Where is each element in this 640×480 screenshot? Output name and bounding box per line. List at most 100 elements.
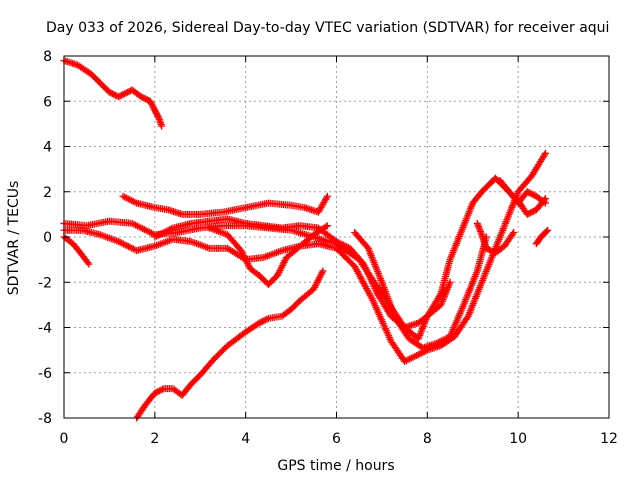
data-series: [60, 57, 166, 130]
data-point: [167, 225, 175, 233]
x-axis-label: GPS time / hours: [277, 458, 394, 474]
data-point: [115, 238, 122, 246]
data-point: [526, 189, 534, 197]
data-point: [260, 317, 268, 325]
data-point: [121, 241, 129, 249]
data-point: [111, 91, 119, 99]
data-point: [275, 268, 283, 276]
data-point: [261, 316, 269, 324]
data-point: [311, 283, 319, 291]
data-point: [116, 92, 124, 100]
data-point: [150, 105, 158, 113]
data-point: [149, 103, 157, 111]
data-point: [108, 90, 116, 98]
data-point: [316, 272, 324, 280]
y-tick-label: 4: [43, 140, 52, 156]
data-point: [510, 228, 518, 236]
y-tick-label: -4: [38, 321, 52, 337]
data-point: [541, 149, 549, 157]
data-point: [323, 194, 331, 202]
data-point: [526, 209, 534, 217]
data-point: [121, 90, 129, 98]
data-point: [154, 388, 162, 396]
data-point: [523, 210, 531, 218]
data-point: [323, 222, 331, 230]
data-point: [237, 247, 245, 255]
data-point: [281, 257, 289, 265]
x-tick-label: 4: [241, 431, 250, 447]
data-point: [529, 191, 537, 199]
data-point: [240, 252, 248, 260]
data-point: [147, 99, 155, 107]
data-point: [528, 190, 536, 198]
y-tick-label: 0: [43, 230, 52, 246]
data-point: [255, 319, 263, 327]
x-tick-label: 2: [150, 431, 159, 447]
data-series: [532, 226, 552, 248]
data-point: [239, 250, 247, 258]
data-point: [240, 253, 248, 261]
data-point: [416, 350, 424, 358]
data-point: [151, 106, 159, 114]
data-point: [543, 227, 551, 235]
data-point: [541, 199, 549, 207]
data-point: [316, 274, 324, 282]
data-point: [119, 90, 127, 98]
data-point: [322, 223, 330, 231]
data-point: [446, 278, 454, 286]
y-tick-label: 8: [43, 49, 52, 65]
data-point: [118, 239, 126, 247]
data-point: [245, 261, 253, 269]
data-point: [139, 93, 147, 101]
data-point: [155, 114, 163, 122]
x-tick-label: 12: [600, 431, 618, 447]
data-points: [60, 57, 552, 422]
data-point: [257, 318, 265, 326]
data-point: [142, 95, 150, 103]
data-point: [151, 389, 159, 397]
data-point: [277, 265, 285, 273]
data-point: [319, 267, 327, 275]
y-tick-label: 6: [43, 94, 52, 110]
data-point: [310, 285, 318, 293]
data-point: [317, 270, 325, 278]
data-point: [242, 256, 250, 264]
data-point: [523, 188, 531, 196]
data-point: [244, 260, 252, 268]
data-point: [122, 89, 130, 97]
data-point: [158, 385, 166, 393]
data-point: [128, 244, 136, 252]
data-point: [164, 226, 172, 234]
data-point: [84, 259, 92, 267]
data-point: [157, 230, 165, 238]
x-tick-label: 10: [509, 431, 527, 447]
data-point: [152, 388, 160, 396]
data-point: [315, 275, 323, 283]
data-point: [313, 278, 321, 286]
data-point: [274, 270, 282, 278]
data-point: [157, 386, 165, 394]
data-point: [119, 240, 127, 248]
data-point: [487, 247, 495, 255]
data-point: [152, 232, 160, 240]
data-point: [482, 244, 490, 252]
data-point: [540, 198, 548, 206]
data-series: [60, 233, 93, 268]
data-point: [115, 93, 122, 101]
data-point: [124, 242, 132, 250]
data-point: [509, 230, 517, 238]
data-point: [529, 207, 537, 215]
data-point: [525, 189, 533, 197]
data-point: [484, 245, 492, 253]
data-point: [156, 231, 164, 239]
data-series: [205, 222, 331, 289]
data-point: [238, 248, 246, 256]
data-point: [107, 89, 115, 97]
data-point: [525, 210, 533, 218]
y-tick-label: 2: [43, 185, 52, 201]
x-tick-label: 0: [60, 431, 69, 447]
data-point: [129, 245, 137, 253]
data-point: [436, 291, 444, 299]
data-point: [312, 280, 320, 288]
data-series: [151, 215, 454, 331]
